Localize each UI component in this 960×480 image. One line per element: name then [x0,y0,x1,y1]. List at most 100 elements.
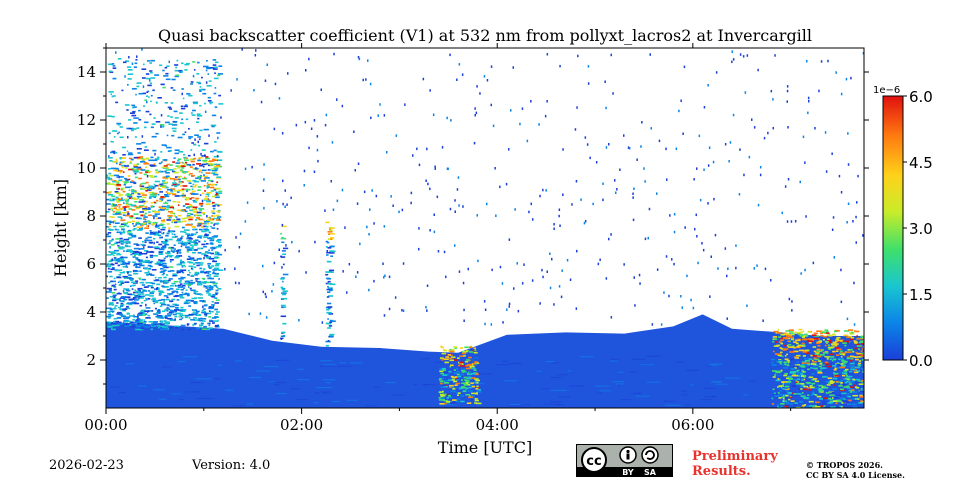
cloud-cell [173,233,176,236]
cloud-cell [109,275,113,278]
cloud-cell [134,254,136,257]
cloud-cell [116,259,120,261]
cloud-cell [129,251,135,253]
cloud-cell [778,341,783,343]
noise-point [786,85,789,88]
cloud-cell [203,240,207,243]
cloud-cell [109,183,115,185]
cloud-cell [181,226,185,229]
cloud-cell [163,75,169,77]
cloud-cell [137,197,140,199]
noise-point [447,167,449,171]
cloud-cell [200,270,205,273]
cloud-cell [199,262,204,264]
cloud-cell [794,402,798,404]
cloud-cell [207,183,213,186]
cloud-cell [819,354,825,356]
cloud-cell [133,284,136,287]
cloud-cell [446,397,449,399]
cloud-cell [111,280,116,283]
cloud-cell [190,282,196,284]
cloud-cell [826,365,832,368]
cloud-cell [163,269,167,272]
cloud-cell [771,364,777,366]
cloud-cell [174,117,179,119]
noise-point [680,99,682,102]
cloud-cell [159,293,162,295]
cloud-cell [171,134,175,137]
cloud-cell [840,357,845,360]
cloud-cell [191,233,197,236]
cloud-cell [180,324,186,327]
cloud-cell [106,307,112,310]
cloud-cell [139,264,145,267]
cloud-cell [196,258,202,260]
cloud-cell [822,387,829,389]
cloud-cell [144,146,147,148]
cloud-cell [131,190,137,193]
cloud-cell [218,269,224,271]
noise-point [486,79,489,82]
boundary-layer-streak [508,405,523,407]
cloud-cell [173,244,176,246]
cloud-cell [170,190,173,192]
cloud-cell [216,132,221,134]
cloud-cell [785,381,790,383]
cloud-cell [180,259,183,262]
cloud-cell [215,286,219,288]
cloud-cell [201,277,205,280]
noise-point [699,198,702,202]
cloud-cell [172,313,177,316]
cloud-cell [205,243,209,245]
cloud-cell [110,93,112,96]
cloud-cell [122,146,127,149]
cloud-cell [811,384,813,386]
noise-point [456,188,459,191]
noise-point [853,281,855,285]
noise-point [114,295,116,298]
cloud-cell [208,294,212,296]
cloud-cell [785,382,791,385]
cloud-cell [127,212,130,215]
cloud-cell [214,203,220,206]
cloud-cell [831,343,837,345]
boundary-layer-streak [290,388,300,390]
cloud-cell [184,217,189,219]
cloud-cell [117,306,122,309]
cloud-cell [143,214,146,217]
cloud-cell [441,367,446,370]
cloud-cell [159,260,164,263]
noise-point [145,303,147,307]
cloud-cell [164,238,168,241]
cloud-cell [460,395,465,397]
cloud-cell [161,205,167,208]
noise-point [369,208,371,211]
noise-point [786,100,788,103]
cloud-cell [450,401,456,404]
cloud-cell [143,218,146,220]
copyright-line-1: © TROPOS 2026. [806,460,883,470]
cloud-cell [163,165,168,167]
cloud-cell [116,199,119,201]
cloud-cell [835,402,838,405]
cloud-cell [116,192,121,194]
cloud-cell [185,159,189,161]
cloud-cell [198,207,202,210]
cloud-cell [816,341,822,344]
cloud-cell [109,295,113,298]
cloud-cell [181,88,184,90]
cloud-cell [855,397,858,400]
cloud-cell [786,377,789,380]
noise-point [698,134,701,138]
cloud-cell [138,260,143,262]
noise-point [265,295,267,299]
cloud-cell [778,336,782,338]
cloud-cell [198,157,203,159]
noise-point [616,188,618,191]
noise-point [763,136,766,140]
cloud-cell [796,373,799,376]
cloud-cell [154,300,159,302]
cloud-cell [180,314,185,317]
cloud-cell [787,376,792,378]
